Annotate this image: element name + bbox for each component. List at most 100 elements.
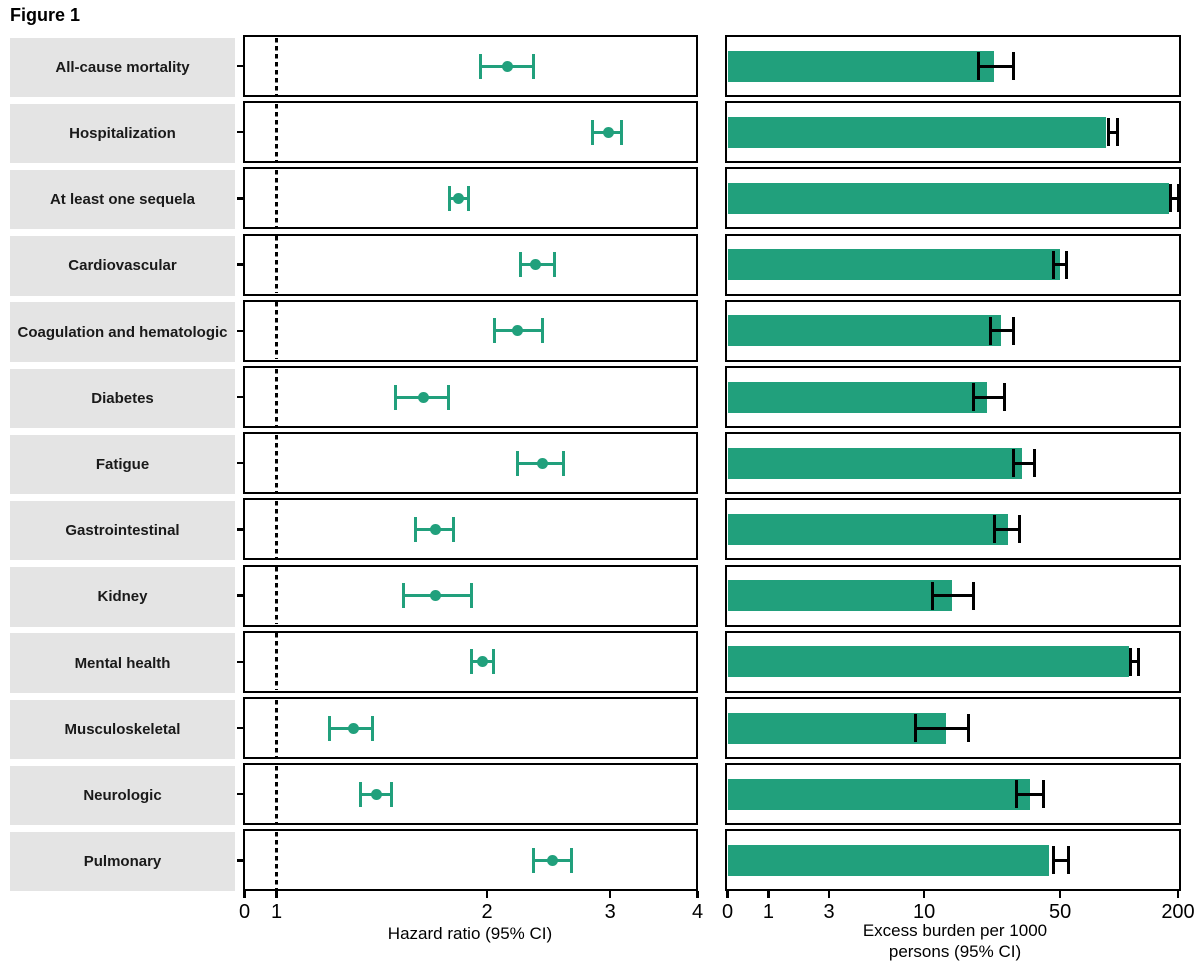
hr-panel [243, 829, 698, 892]
burden-bar [727, 116, 1107, 148]
hr-reference-line [275, 831, 278, 889]
facet-y-tick [236, 660, 243, 664]
facet-y-tick [236, 64, 243, 68]
burden-ci-cap-high [1012, 52, 1016, 80]
burden-ci-cap-low [1128, 647, 1132, 676]
burden-axis-tick-label: 10 [912, 901, 936, 923]
hr-reference-line [275, 434, 278, 492]
hr-point [530, 259, 542, 271]
burden-ci-cap-high [1136, 647, 1140, 676]
hr-point [536, 457, 548, 469]
hr-point [511, 325, 523, 337]
hr-reference-line [275, 169, 278, 227]
hr-point [602, 126, 614, 138]
hr-axis-tick-label: 1 [270, 901, 283, 923]
burden-ci-cap-low [1015, 780, 1019, 809]
hr-panel [243, 697, 698, 759]
burden-ci [932, 594, 974, 598]
hr-axis-tick [485, 891, 489, 899]
hr-axis-tick-label: 3 [604, 901, 616, 923]
hr-axis-tick-label: 0 [238, 901, 251, 923]
burden-ci [1053, 858, 1069, 862]
hr-panel [243, 366, 698, 428]
hr-panel [243, 233, 698, 296]
burden-bar [727, 646, 1129, 678]
hr-ci-cap-low [518, 252, 522, 278]
facet-y-tick [236, 528, 243, 531]
facet-y-tick [236, 461, 243, 465]
facet-y-tick [236, 329, 243, 333]
hr-ci-cap-high [561, 450, 565, 476]
burden-ci [978, 64, 1014, 68]
burden-ci-cap-low [1051, 250, 1055, 279]
burden-bar [727, 315, 1002, 347]
burden-axis-tick [767, 891, 770, 899]
facet-y-tick [236, 263, 243, 266]
burden-ci [990, 329, 1014, 333]
burden-axis-title: Excess burden per 1000 persons (95% CI) [803, 920, 1107, 962]
hr-ci-cap-low [327, 715, 331, 741]
burden-axis-tick [827, 891, 831, 899]
burden-axis-tick [1058, 891, 1062, 899]
hr-reference-line [275, 302, 278, 360]
hr-point [452, 192, 464, 204]
burden-bar [727, 580, 953, 612]
hr-ci-cap-high [531, 53, 535, 79]
row-label: Pulmonary [10, 831, 235, 892]
hr-reference-line [275, 699, 278, 757]
hr-reference-line [275, 236, 278, 294]
row-label: Cardiovascular [10, 236, 235, 296]
burden-ci-cap-high [1012, 316, 1016, 345]
hr-panel [243, 167, 698, 230]
burden-ci-cap-high [972, 581, 976, 610]
burden-ci-cap-high [1065, 250, 1069, 279]
hr-point [430, 523, 442, 535]
hr-point [430, 590, 442, 602]
hr-ci-cap-low [469, 649, 473, 675]
hr-point [476, 656, 488, 668]
hr-reference-line [275, 500, 278, 558]
burden-bar [727, 844, 1050, 876]
row-label: Neurologic [10, 765, 235, 826]
burden-axis-tick-label: 3 [823, 901, 835, 923]
hr-ci-cap-high [469, 583, 473, 609]
figure-title: Figure 1 [10, 5, 81, 25]
hr-reference-line [275, 567, 278, 625]
hr-ci-cap-low [448, 185, 452, 211]
row-label: Kidney [10, 567, 235, 627]
burden-axis-title-line1: Excess burden per 1000 [862, 921, 1048, 940]
burden-ci-cap-high [1115, 118, 1119, 147]
burden-ci [973, 395, 1005, 399]
burden-ci [915, 726, 969, 730]
burden-ci-cap-high [1018, 515, 1022, 544]
hr-ci-cap-high [569, 847, 573, 873]
hr-panel [243, 432, 698, 495]
hr-ci-cap-low [413, 516, 417, 542]
burden-ci [1130, 660, 1139, 664]
facet-y-tick [236, 197, 243, 200]
burden-ci-cap-high [1003, 383, 1007, 411]
burden-ci-cap-high [1033, 449, 1037, 478]
facet-y-tick [236, 594, 243, 597]
hr-ci-cap-high [491, 649, 495, 675]
hr-ci-cap-low [394, 384, 398, 410]
hr-panel [243, 498, 698, 561]
burden-ci-cap-high [1176, 184, 1180, 213]
hr-reference-line [275, 103, 278, 161]
burden-axis-title-line2: persons (95% CI) [888, 942, 1022, 961]
hr-ci-cap-low [515, 450, 519, 476]
hr-ci-cap-low [479, 53, 483, 79]
hr-ci-cap-high [540, 318, 544, 344]
facet-y-tick [236, 395, 243, 399]
hr-axis-tick [696, 891, 699, 899]
burden-ci [1108, 130, 1118, 134]
hr-ci-cap-high [389, 781, 393, 807]
burden-bar [727, 182, 1170, 214]
burden-bar [727, 381, 987, 413]
hr-ci-cap-low [590, 119, 594, 145]
burden-ci-cap-low [913, 714, 917, 742]
burden-bar [727, 50, 995, 82]
hr-axis-tick [243, 891, 246, 899]
facet-y-tick [236, 130, 243, 134]
burden-ci-cap-low [972, 383, 976, 411]
